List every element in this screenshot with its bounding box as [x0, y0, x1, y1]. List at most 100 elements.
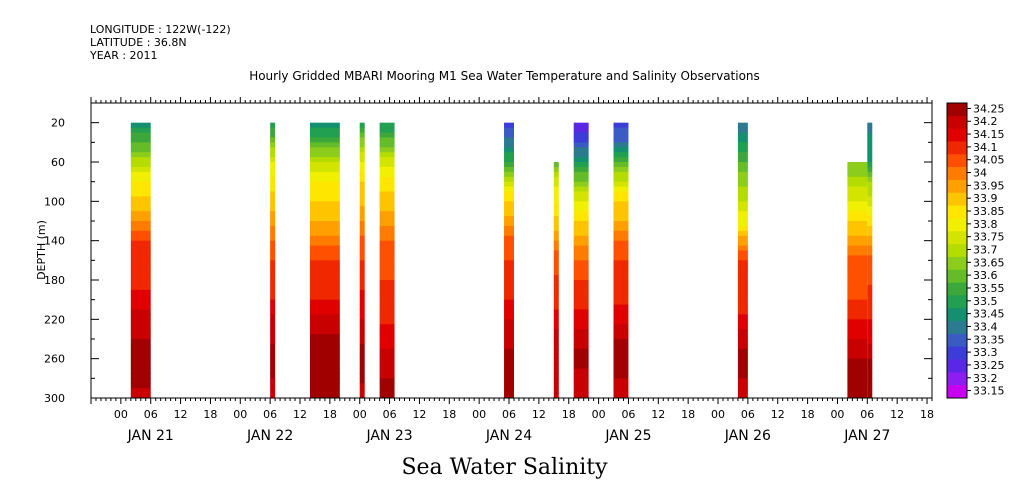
- data-cell: [359, 353, 365, 360]
- data-cell: [847, 314, 868, 320]
- data-cell: [130, 152, 151, 158]
- data-cell: [737, 162, 748, 168]
- data-cell: [270, 206, 276, 212]
- data-cell: [867, 191, 873, 197]
- data-cell: [309, 260, 340, 266]
- data-cell: [270, 373, 276, 379]
- colorbar-swatch: [947, 218, 967, 232]
- x-hour-label: 06: [144, 408, 158, 421]
- data-cell: [867, 162, 873, 168]
- data-cell: [504, 260, 514, 266]
- data-cell: [867, 284, 873, 291]
- data-cell: [737, 235, 748, 242]
- data-cell: [613, 245, 629, 251]
- data-cell: [270, 235, 276, 242]
- data-cell: [573, 319, 589, 325]
- data-cell: [847, 324, 868, 330]
- data-cell: [130, 334, 151, 340]
- data-cell: [847, 171, 868, 178]
- data-cell: [553, 363, 559, 369]
- data-cell: [379, 255, 395, 261]
- data-cell: [737, 201, 748, 207]
- data-cell: [737, 289, 748, 296]
- data-cell: [359, 157, 365, 163]
- data-cell: [847, 196, 868, 202]
- data-cell: [379, 275, 395, 281]
- data-cell: [573, 294, 589, 301]
- data-cell: [613, 260, 629, 266]
- data-cell: [847, 393, 868, 399]
- data-cell: [737, 245, 748, 251]
- colorbar-swatch: [947, 154, 967, 168]
- data-cell: [573, 299, 589, 305]
- data-cell: [130, 358, 151, 364]
- data-cell: [504, 324, 514, 330]
- data-cell: [270, 191, 276, 197]
- data-cell: [847, 166, 868, 173]
- data-cell: [270, 358, 276, 364]
- colorbar-label: 33.45: [973, 308, 1005, 321]
- data-cell: [573, 221, 589, 227]
- data-cell: [867, 132, 873, 138]
- data-cell: [867, 275, 873, 281]
- data-cell: [573, 196, 589, 202]
- data-cell: [573, 127, 589, 133]
- data-cell: [573, 142, 589, 148]
- data-cell: [130, 353, 151, 360]
- data-cell: [359, 280, 365, 286]
- data-cell: [553, 270, 559, 276]
- colorbar-swatch: [947, 115, 967, 129]
- data-cell: [379, 166, 395, 173]
- data-cell: [359, 230, 365, 237]
- data-cell: [553, 166, 559, 173]
- data-cell: [847, 230, 868, 237]
- data-cell: [309, 216, 340, 222]
- data-cell: [504, 289, 514, 296]
- data-cell: [847, 280, 868, 286]
- data-cell: [309, 368, 340, 374]
- data-cell: [309, 299, 340, 305]
- data-cell: [847, 353, 868, 360]
- data-cell: [573, 260, 589, 266]
- colorbar-swatch: [947, 321, 967, 335]
- data-cell: [504, 358, 514, 364]
- data-cell: [309, 324, 340, 330]
- data-cell: [573, 393, 589, 399]
- data-cell: [573, 353, 589, 360]
- data-cell: [847, 284, 868, 291]
- data-cell: [613, 166, 629, 173]
- data-cell: [847, 299, 868, 305]
- data-cell: [613, 176, 629, 183]
- data-cell: [737, 334, 748, 340]
- data-cell: [737, 255, 748, 261]
- colorbar-label: 34: [973, 167, 987, 180]
- data-cell: [504, 186, 514, 192]
- data-cell: [613, 211, 629, 217]
- data-cell: [613, 152, 629, 158]
- data-cell: [573, 181, 589, 187]
- data-cell: [847, 225, 868, 232]
- data-cell: [737, 275, 748, 281]
- data-cell: [553, 294, 559, 301]
- data-cell: [573, 201, 589, 207]
- data-cell: [573, 348, 589, 355]
- data-cell: [130, 339, 151, 345]
- data-cell: [359, 289, 365, 296]
- data-cell: [309, 314, 340, 320]
- x-hour-label: 18: [323, 408, 337, 421]
- data-cell: [309, 388, 340, 394]
- colorbar-label: 33.7: [973, 244, 998, 257]
- data-cell: [553, 201, 559, 207]
- data-cell: [737, 225, 748, 232]
- x-day-label: JAN 24: [485, 428, 532, 444]
- colorbar-label: 33.4: [973, 320, 998, 333]
- data-cell: [359, 196, 365, 202]
- data-cell: [309, 255, 340, 261]
- data-cell: [737, 329, 748, 335]
- x-hour-label: 12: [174, 408, 188, 421]
- data-cell: [504, 255, 514, 261]
- colorbar-swatch: [947, 256, 967, 271]
- data-cell: [613, 339, 629, 345]
- data-cell: [309, 181, 340, 187]
- data-segment: [379, 122, 395, 399]
